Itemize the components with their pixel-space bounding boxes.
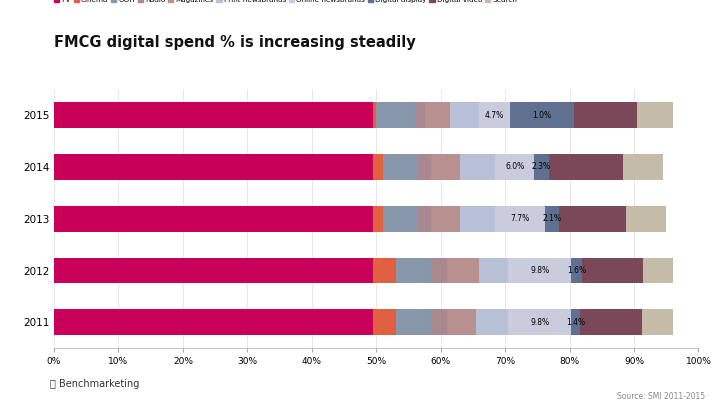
Bar: [545, 206, 559, 232]
Text: FMCG digital spend % is increasing steadily: FMCG digital spend % is increasing stead…: [54, 35, 415, 51]
Bar: [450, 102, 480, 128]
Text: 1.6%: 1.6%: [567, 266, 586, 275]
Bar: [54, 258, 373, 283]
Bar: [382, 154, 418, 180]
Bar: [447, 258, 480, 283]
Bar: [373, 258, 395, 283]
Bar: [574, 102, 637, 128]
Text: 9.8%: 9.8%: [531, 318, 549, 327]
Bar: [395, 309, 431, 335]
Bar: [508, 309, 572, 335]
Bar: [418, 206, 431, 232]
Bar: [373, 102, 376, 128]
Bar: [495, 206, 545, 232]
Text: 9.8%: 9.8%: [531, 266, 549, 275]
Text: 7.7%: 7.7%: [510, 214, 530, 223]
Bar: [54, 206, 373, 232]
Bar: [460, 154, 495, 180]
Bar: [572, 309, 580, 335]
Text: 4.7%: 4.7%: [485, 111, 504, 119]
Bar: [418, 154, 431, 180]
Text: 1.0%: 1.0%: [532, 111, 552, 119]
Bar: [373, 154, 382, 180]
Bar: [425, 102, 450, 128]
Text: 示 Benchmarketing: 示 Benchmarketing: [50, 379, 140, 389]
Bar: [54, 154, 373, 180]
Bar: [582, 258, 643, 283]
Bar: [376, 102, 415, 128]
Bar: [559, 206, 626, 232]
Text: 1.4%: 1.4%: [567, 318, 585, 327]
Bar: [508, 258, 572, 283]
Bar: [642, 309, 672, 335]
Bar: [580, 309, 642, 335]
Bar: [626, 206, 666, 232]
Bar: [431, 154, 460, 180]
Text: Source: SMI 2011-2015: Source: SMI 2011-2015: [618, 392, 706, 401]
Bar: [431, 309, 447, 335]
Bar: [54, 309, 373, 335]
Bar: [447, 309, 476, 335]
Bar: [373, 309, 395, 335]
Bar: [395, 258, 431, 283]
Bar: [637, 102, 672, 128]
Bar: [431, 258, 447, 283]
Bar: [431, 206, 460, 232]
Bar: [480, 258, 508, 283]
Text: 2.3%: 2.3%: [532, 162, 551, 171]
Bar: [495, 154, 534, 180]
Text: 6.0%: 6.0%: [505, 162, 524, 171]
Bar: [373, 206, 382, 232]
Bar: [572, 258, 582, 283]
Bar: [510, 102, 574, 128]
Bar: [460, 206, 495, 232]
Legend: TV, Cinema, OOH, Radio, Magazines, Print newsbrands, Online newsbrands, Digital : TV, Cinema, OOH, Radio, Magazines, Print…: [51, 0, 520, 6]
Text: 2.1%: 2.1%: [542, 214, 562, 223]
Bar: [476, 309, 508, 335]
Bar: [549, 154, 623, 180]
Bar: [534, 154, 549, 180]
Bar: [480, 102, 510, 128]
Bar: [382, 206, 418, 232]
Bar: [54, 102, 373, 128]
Bar: [415, 102, 425, 128]
Bar: [643, 258, 672, 283]
Bar: [623, 154, 663, 180]
